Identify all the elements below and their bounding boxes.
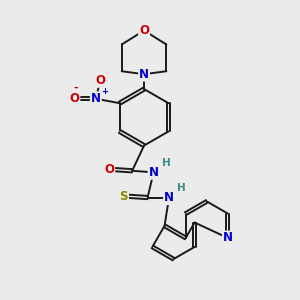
Text: -: - [73,82,78,92]
Text: N: N [91,92,101,105]
Text: O: O [139,24,149,37]
Text: N: N [223,232,233,244]
Text: H: H [177,183,186,193]
Text: +: + [101,87,108,96]
Text: H: H [162,158,170,168]
Text: N: N [164,191,174,204]
Text: O: O [95,74,105,87]
Text: S: S [120,190,128,202]
Text: N: N [148,166,159,179]
Text: O: O [104,163,114,176]
Text: N: N [139,68,149,81]
Text: O: O [69,92,80,105]
